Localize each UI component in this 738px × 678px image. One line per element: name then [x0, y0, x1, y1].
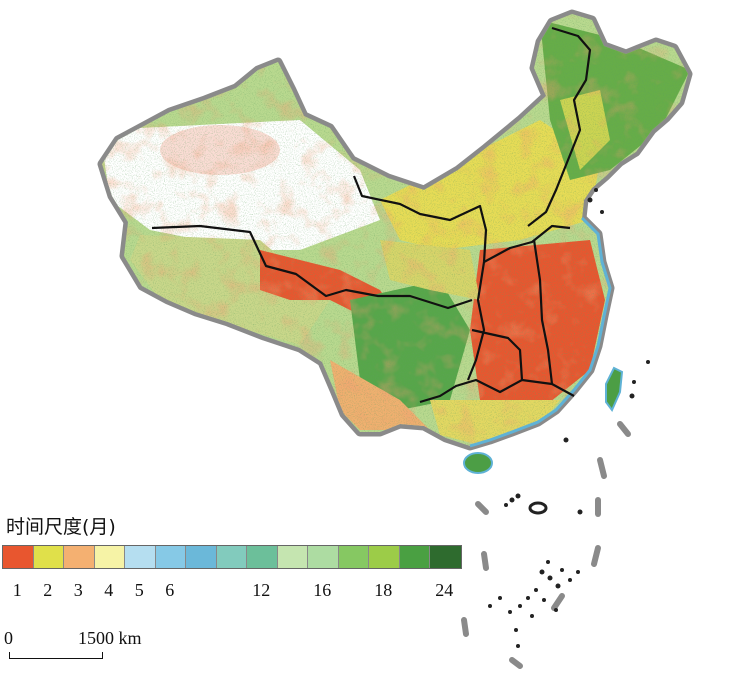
legend-title: 时间尺度(月)	[6, 516, 116, 538]
scale-start-label: 0	[4, 628, 13, 648]
legend-swatch	[33, 546, 64, 568]
legend-color-bar	[2, 545, 462, 569]
coastline	[469, 216, 612, 448]
hainan-island	[463, 452, 493, 474]
legend-tick-label: 18	[374, 580, 393, 600]
legend-swatch	[277, 546, 308, 568]
legend-swatch	[64, 546, 95, 568]
legend-tick-label: 16	[313, 580, 332, 600]
legend-swatch	[338, 546, 369, 568]
legend-tick-label: 2	[43, 580, 53, 600]
legend-swatch	[155, 546, 186, 568]
legend-swatch	[247, 546, 278, 568]
legend-swatch	[94, 546, 125, 568]
legend-tick-label: 3	[73, 580, 83, 600]
legend-swatch	[430, 546, 461, 568]
taiwan-island	[605, 366, 624, 412]
legend-tick-label: 24	[435, 580, 454, 600]
legend-swatch	[3, 546, 34, 568]
legend-swatch	[308, 546, 339, 568]
legend-swatch	[399, 546, 430, 568]
region-borders	[151, 26, 592, 404]
legend-swatch	[216, 546, 247, 568]
sea-islands	[488, 188, 650, 648]
legend-tick-label: 12	[252, 580, 271, 600]
legend-tick-label: 4	[104, 580, 114, 600]
legend-tick-label: 5	[134, 580, 144, 600]
scale-end-label: 1500 km	[78, 628, 142, 648]
nine-dash-line	[461, 421, 631, 669]
legend-tick-label: 6	[165, 580, 175, 600]
scale-bar	[9, 652, 103, 659]
legend-swatch	[186, 546, 217, 568]
legend-swatch	[369, 546, 400, 568]
legend-tick-label: 1	[12, 580, 22, 600]
legend-swatch	[125, 546, 156, 568]
